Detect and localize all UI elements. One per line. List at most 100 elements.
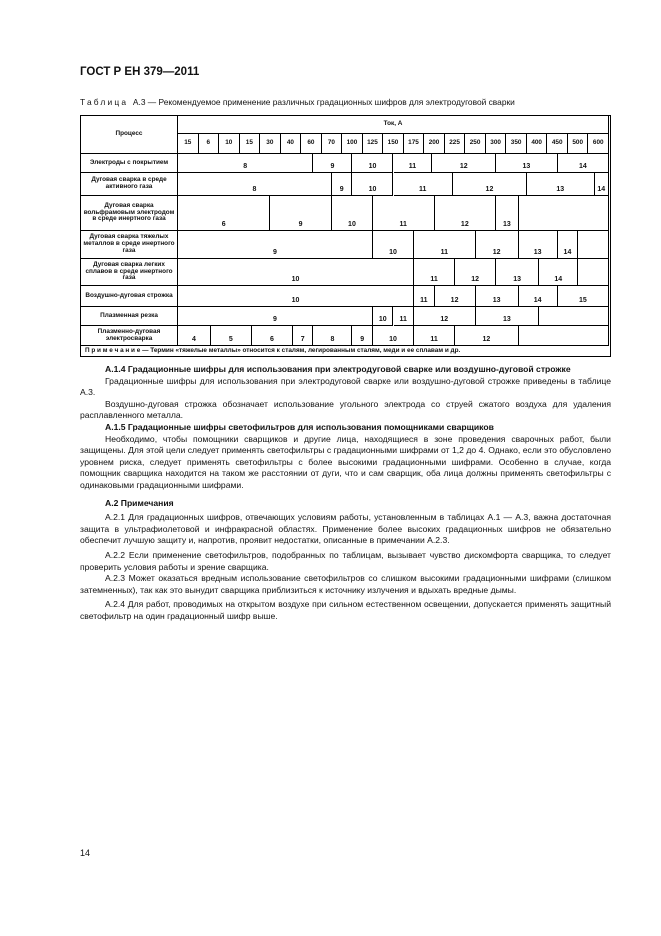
process-name: Дуговая сварка в среде активного газа xyxy=(81,173,178,196)
shade-number-cell: 4 xyxy=(178,326,211,346)
current-column-header: 225 xyxy=(444,134,466,154)
shade-number-cell: 11 xyxy=(393,307,415,326)
current-column-header: 500 xyxy=(567,134,589,154)
current-column-header: 15 xyxy=(178,134,199,154)
section-a2-title: А.2 Примечания xyxy=(105,497,174,508)
shade-number-cell: 12 xyxy=(432,154,497,173)
paragraph: А.2.4 Для работ, проводимых на открытом … xyxy=(80,599,611,621)
shade-number-cell: 13 xyxy=(518,231,558,259)
shade-number-cell: 6 xyxy=(178,196,271,231)
shade-number-cell xyxy=(518,326,609,346)
process-name: Плазменная резка xyxy=(81,307,178,326)
shade-number-cell: 11 xyxy=(414,286,435,307)
shade-number-cell: 10 xyxy=(331,196,373,231)
shade-number-cell: 11 xyxy=(414,326,456,346)
current-column-header: 100 xyxy=(342,134,363,154)
current-column-header: 6 xyxy=(198,134,220,154)
shade-number-cell: 12 xyxy=(434,196,497,231)
shade-number-cell: 7 xyxy=(292,326,314,346)
shade-number-cell: 9 xyxy=(178,307,373,326)
process-name: Дуговая сварка тяжелых металлов в среде … xyxy=(81,231,178,259)
current-header: Ток, А xyxy=(178,116,609,134)
shade-number-cell: 14 xyxy=(594,173,609,196)
shade-number-cell: 14 xyxy=(557,231,579,259)
shade-number-cell: 9 xyxy=(331,173,353,196)
shade-number-cell: 10 xyxy=(372,326,415,346)
process-name: Электроды с покрытием xyxy=(81,154,178,173)
section-a14-title: А.1.4 Градационные шифры для использован… xyxy=(105,364,571,374)
process-name: Воздушно-дуговая строжка xyxy=(81,286,178,307)
shade-table: Процесс Ток, А 15 6 10 15 30 40 60 70 100 125 150 175… xyxy=(80,115,611,357)
section-a15-title: А.1.5 Градационные шифры светофильтров д… xyxy=(105,421,494,432)
current-column-header: 350 xyxy=(506,134,527,154)
shade-number-cell: 12 xyxy=(455,259,497,286)
shade-number-cell: 10 xyxy=(372,231,415,259)
shade-number-cell: 12 xyxy=(414,307,476,326)
current-column-header: 250 xyxy=(465,134,486,154)
shade-number-cell: 15 xyxy=(557,286,609,307)
shade-number-cell: 9 xyxy=(178,231,373,259)
process-header: Процесс xyxy=(81,116,178,154)
current-column-header: 450 xyxy=(547,134,568,154)
shade-number-cell: 14 xyxy=(518,286,558,307)
shade-number-cell: 5 xyxy=(210,326,252,346)
current-column-header: 15 xyxy=(239,134,261,154)
paragraph: А.2.2 Если применение светофильтров, под… xyxy=(80,549,611,572)
shade-number-cell: 9 xyxy=(270,196,332,231)
paragraph: Градационные шифры для использования при… xyxy=(80,375,611,398)
shade-number-cell: 13 xyxy=(496,259,540,286)
current-column-header: 300 xyxy=(485,134,507,154)
shade-number-cell xyxy=(578,231,609,259)
shade-number-cell xyxy=(518,196,609,231)
caption-text: А.3 — Рекомендуемое применение различных… xyxy=(132,97,515,107)
current-column-header: 40 xyxy=(280,134,302,154)
shade-number-cell: 13 xyxy=(475,307,540,326)
shade-number-cell: 10 xyxy=(178,259,415,286)
table-caption: Таблица А.3 — Рекомендуемое применение р… xyxy=(80,97,515,107)
shade-number-cell: 10 xyxy=(352,173,394,196)
shade-number-cell: 13 xyxy=(475,286,519,307)
shade-number-cell: 11 xyxy=(414,231,476,259)
shade-number-cell: 11 xyxy=(393,154,433,173)
paragraph: А.2.3 Может оказаться вредным использова… xyxy=(80,573,611,595)
shade-number-cell: 8 xyxy=(178,173,332,196)
shade-number-cell: 13 xyxy=(496,196,519,231)
shade-number-cell: 6 xyxy=(251,326,293,346)
paragraph: Воздушно-дуговая строжка обозначает испо… xyxy=(80,398,611,421)
process-name: Дуговая сварка вольфрамовым электродом в… xyxy=(81,196,178,231)
shade-number-cell: 12 xyxy=(455,326,519,346)
document-header: ГОСТ Р ЕН 379—2011 xyxy=(80,66,200,78)
paragraph: Необходимо, чтобы помощники сварщиков и … xyxy=(80,433,611,490)
current-column-header: 175 xyxy=(403,134,425,154)
current-column-header: 200 xyxy=(424,134,445,154)
current-column-header: 60 xyxy=(301,134,322,154)
shade-number-cell xyxy=(578,259,609,286)
shade-number-cell: 10 xyxy=(178,286,415,307)
shade-number-cell: 10 xyxy=(372,307,394,326)
shade-number-cell: 11 xyxy=(372,196,435,231)
current-column-header: 150 xyxy=(383,134,404,154)
shade-number-cell: 14 xyxy=(557,154,609,173)
shade-number-cell: 11 xyxy=(414,259,456,286)
page-number: 14 xyxy=(80,848,91,858)
current-column-header: 10 xyxy=(219,134,240,154)
current-column-header: 70 xyxy=(321,134,343,154)
paragraph: А.2.1 Для градационных шифров, отвечающи… xyxy=(80,512,611,546)
shade-number-cell: 9 xyxy=(352,326,373,346)
shade-number-cell: 12 xyxy=(475,231,519,259)
table-note: П р и м е ч а н и е — Термин «тяжелые ме… xyxy=(85,347,461,355)
shade-number-cell: 10 xyxy=(352,154,394,173)
shade-number-cell xyxy=(539,307,609,326)
shade-number-cell: 8 xyxy=(178,154,314,173)
process-name: Плазменно-дуговая электросварка xyxy=(81,326,178,346)
shade-number-cell: 14 xyxy=(539,259,579,286)
current-column-header: 600 xyxy=(588,134,609,154)
body-text: А.1.4 Градационные шифры для использован… xyxy=(80,364,611,622)
caption-label: Таблица xyxy=(80,97,129,107)
shade-number-cell: 11 xyxy=(393,173,454,196)
process-name: Дуговая сварка легких сплавов в среде ин… xyxy=(81,259,178,286)
shade-number-cell: 12 xyxy=(453,173,527,196)
current-column-header: 125 xyxy=(362,134,384,154)
current-column-header: 400 xyxy=(526,134,548,154)
shade-number-cell: 8 xyxy=(313,326,353,346)
